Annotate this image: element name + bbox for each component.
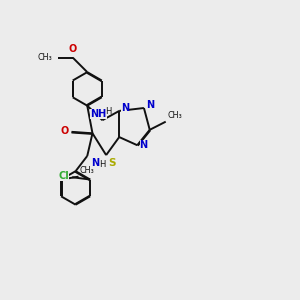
Text: N: N — [91, 158, 99, 168]
Text: CH₃: CH₃ — [38, 53, 52, 62]
Text: O: O — [69, 44, 77, 54]
Text: N: N — [121, 103, 129, 112]
Text: N: N — [140, 140, 148, 150]
Text: H: H — [99, 160, 106, 169]
Text: N: N — [146, 100, 154, 110]
Text: S: S — [108, 158, 115, 168]
Text: Cl: Cl — [59, 171, 70, 181]
Text: CH₃: CH₃ — [167, 111, 182, 120]
Text: CH₃: CH₃ — [80, 166, 94, 175]
Text: NH: NH — [90, 109, 106, 119]
Text: O: O — [61, 125, 69, 136]
Text: H: H — [105, 107, 111, 116]
